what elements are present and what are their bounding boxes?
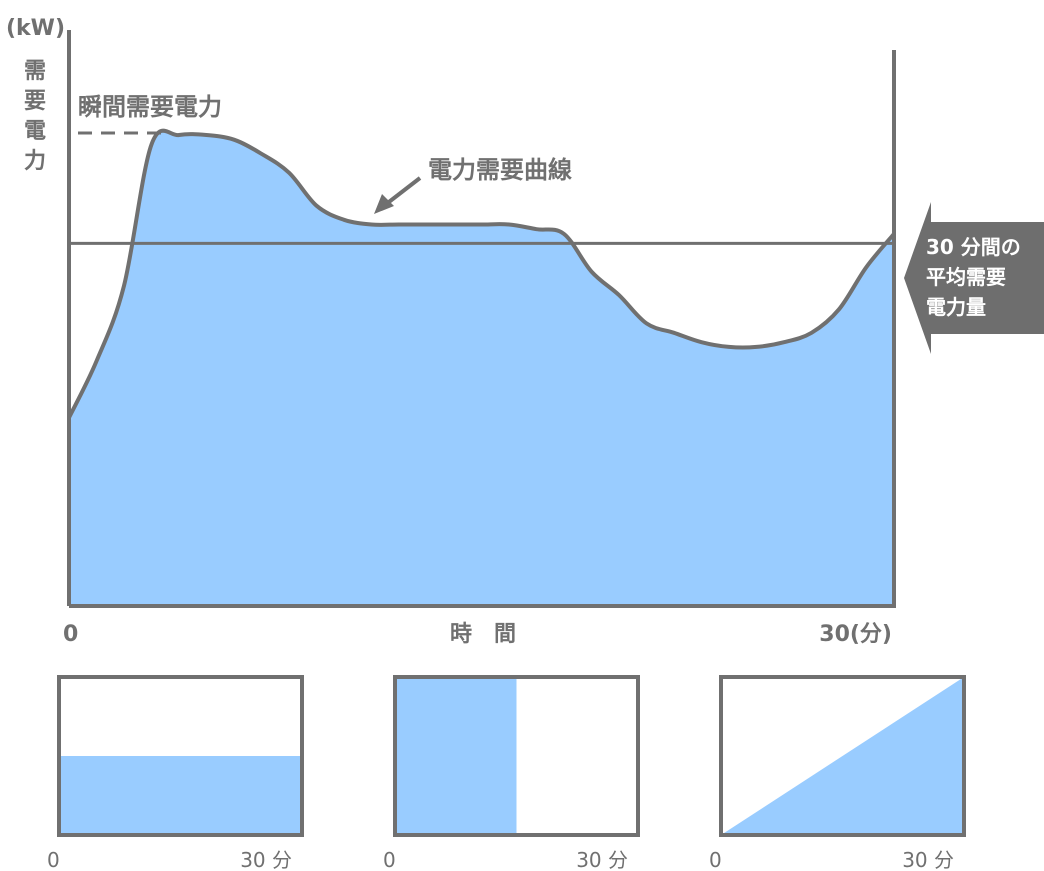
small-chart-constant: 0 30 分 xyxy=(47,675,304,871)
small-chart-half-frame xyxy=(393,675,640,837)
small-chart-half-tick-start: 0 xyxy=(383,848,396,871)
average-callout-arrow xyxy=(904,202,1044,354)
small-chart-constant-tick-end: 30 分 xyxy=(240,848,292,871)
small-chart-linear-area xyxy=(721,677,964,835)
small-chart-half: 0 30 分 xyxy=(383,675,640,871)
small-chart-linear-frame xyxy=(719,675,966,837)
x-tick-end: 30(分) xyxy=(819,622,892,647)
small-chart-constant-area xyxy=(59,756,302,835)
x-tick-start: 0 xyxy=(63,622,78,647)
x-axis-label: 時 間 xyxy=(450,622,516,647)
small-chart-half-area xyxy=(395,677,638,835)
average-callout-text: 30 分間の平均需要電力量 xyxy=(926,235,1021,319)
curve-annotation: 電力需要曲線 xyxy=(428,156,572,184)
average-callout: 30 分間の平均需要電力量 xyxy=(904,202,1044,354)
curve-pointer-arrow xyxy=(374,176,422,214)
small-chart-linear-tick-end: 30 分 xyxy=(902,848,954,871)
small-chart-linear-tick-start: 0 xyxy=(709,848,722,871)
demand-curve-area xyxy=(69,130,894,607)
small-chart-constant-tick-start: 0 xyxy=(47,848,60,871)
y-axis-label: 需要電力 xyxy=(24,59,46,174)
small-chart-half-tick-end: 30 分 xyxy=(576,848,628,871)
main-demand-chart: (kW) 需要電力 時 間 0 30(分) 瞬間需要電力 電力需要曲線 30 分… xyxy=(6,16,1044,647)
small-chart-constant-frame xyxy=(57,675,304,837)
demand-curve-line xyxy=(67,128,896,419)
peak-annotation: 瞬間需要電力 xyxy=(78,93,222,121)
small-chart-linear: 0 30 分 xyxy=(709,675,966,871)
unit-label: (kW) xyxy=(6,16,65,41)
